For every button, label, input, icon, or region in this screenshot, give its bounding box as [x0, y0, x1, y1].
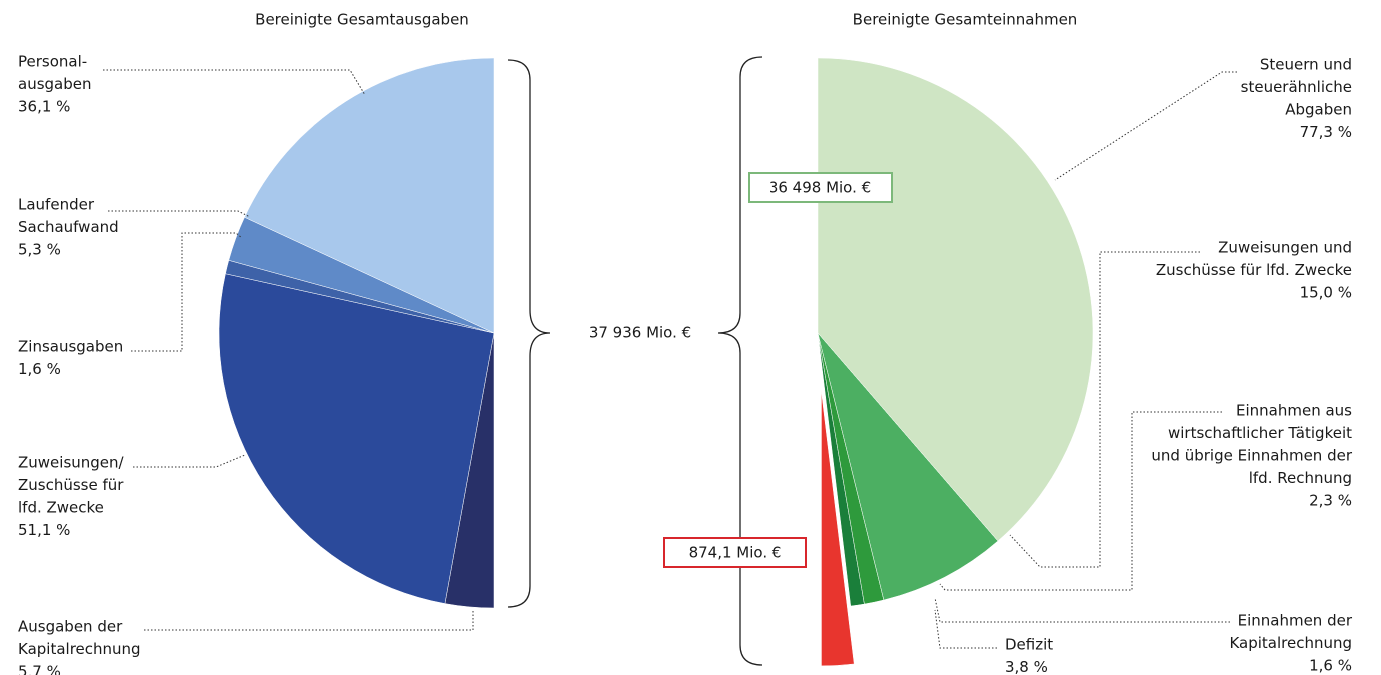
leader-line: [939, 411, 1222, 591]
leader-line: [1054, 71, 1237, 181]
leader-line: [131, 232, 243, 352]
annotation-box: [663, 537, 807, 568]
value-label: 2,3 %: [1309, 492, 1352, 510]
slice-label: Zinsausgaben: [18, 338, 123, 356]
slice-label: Ausgaben der: [18, 618, 123, 636]
slice-label: Steuern und: [1260, 56, 1352, 74]
slice-label: Einnahmen der: [1238, 612, 1353, 630]
value-label: 5,3 %: [18, 241, 61, 259]
value-label: 15,0 %: [1300, 284, 1352, 302]
leader-line: [1009, 251, 1200, 568]
slice-label: Kapitalrechnung: [1229, 634, 1352, 652]
leader-line: [934, 609, 997, 649]
slice-label: lfd. Rechnung: [1249, 469, 1352, 487]
leader-line: [144, 609, 474, 631]
pie-slice: [244, 57, 495, 334]
leader-line: [934, 597, 1230, 623]
value-label: 3,8 %: [1005, 658, 1048, 675]
value-label: 1,6 %: [18, 360, 61, 378]
slice-label: wirtschaftlicher Tätigkeit: [1168, 424, 1352, 442]
value-label: 1,6 %: [1309, 657, 1352, 675]
brace: [507, 59, 551, 608]
leader-line: [108, 210, 251, 218]
pie-slice: [821, 390, 855, 667]
pie-slice: [218, 273, 495, 604]
annotation-box: [748, 172, 893, 203]
slice-label: Personal-: [18, 53, 87, 71]
chart-title: Bereinigte Gesamtausgaben: [255, 11, 469, 29]
annotation: 874,1 Mio. €: [689, 544, 782, 562]
brace: [717, 56, 763, 666]
slice-label: Zuschüsse für lfd. Zwecke: [1156, 261, 1352, 279]
slice-label: Einnahmen aus: [1236, 402, 1352, 420]
slice-label: Defizit: [1005, 636, 1053, 654]
annotation: 37 936 Mio. €: [589, 324, 691, 342]
annotation: 36 498 Mio. €: [769, 179, 871, 197]
slice-label: Laufender: [18, 196, 95, 214]
slice-label: ausgaben: [18, 75, 91, 93]
value-label: 36,1 %: [18, 98, 70, 116]
chart-title: Bereinigte Gesamteinnahmen: [853, 11, 1078, 29]
slice-label: steuerähnliche: [1241, 78, 1352, 96]
slice-label: lfd. Zwecke: [18, 499, 104, 517]
pie-slice: [817, 332, 999, 601]
slice-label: Abgaben: [1285, 101, 1352, 119]
slice-label: Sachaufwand: [18, 218, 119, 236]
leader-line: [133, 454, 246, 468]
leader-line: [103, 69, 366, 96]
value-label: 51,1 %: [18, 521, 70, 539]
value-label: 77,3 %: [1300, 123, 1352, 141]
slice-label: Zuweisungen/: [18, 454, 125, 472]
slice-label: und übrige Einnahmen der: [1151, 447, 1352, 465]
slice-label: Zuweisungen und: [1218, 239, 1352, 257]
value-label: 5,7 %: [18, 663, 61, 675]
slice-label: Zuschüsse für: [18, 476, 124, 494]
slice-label: Kapitalrechnung: [18, 640, 141, 658]
